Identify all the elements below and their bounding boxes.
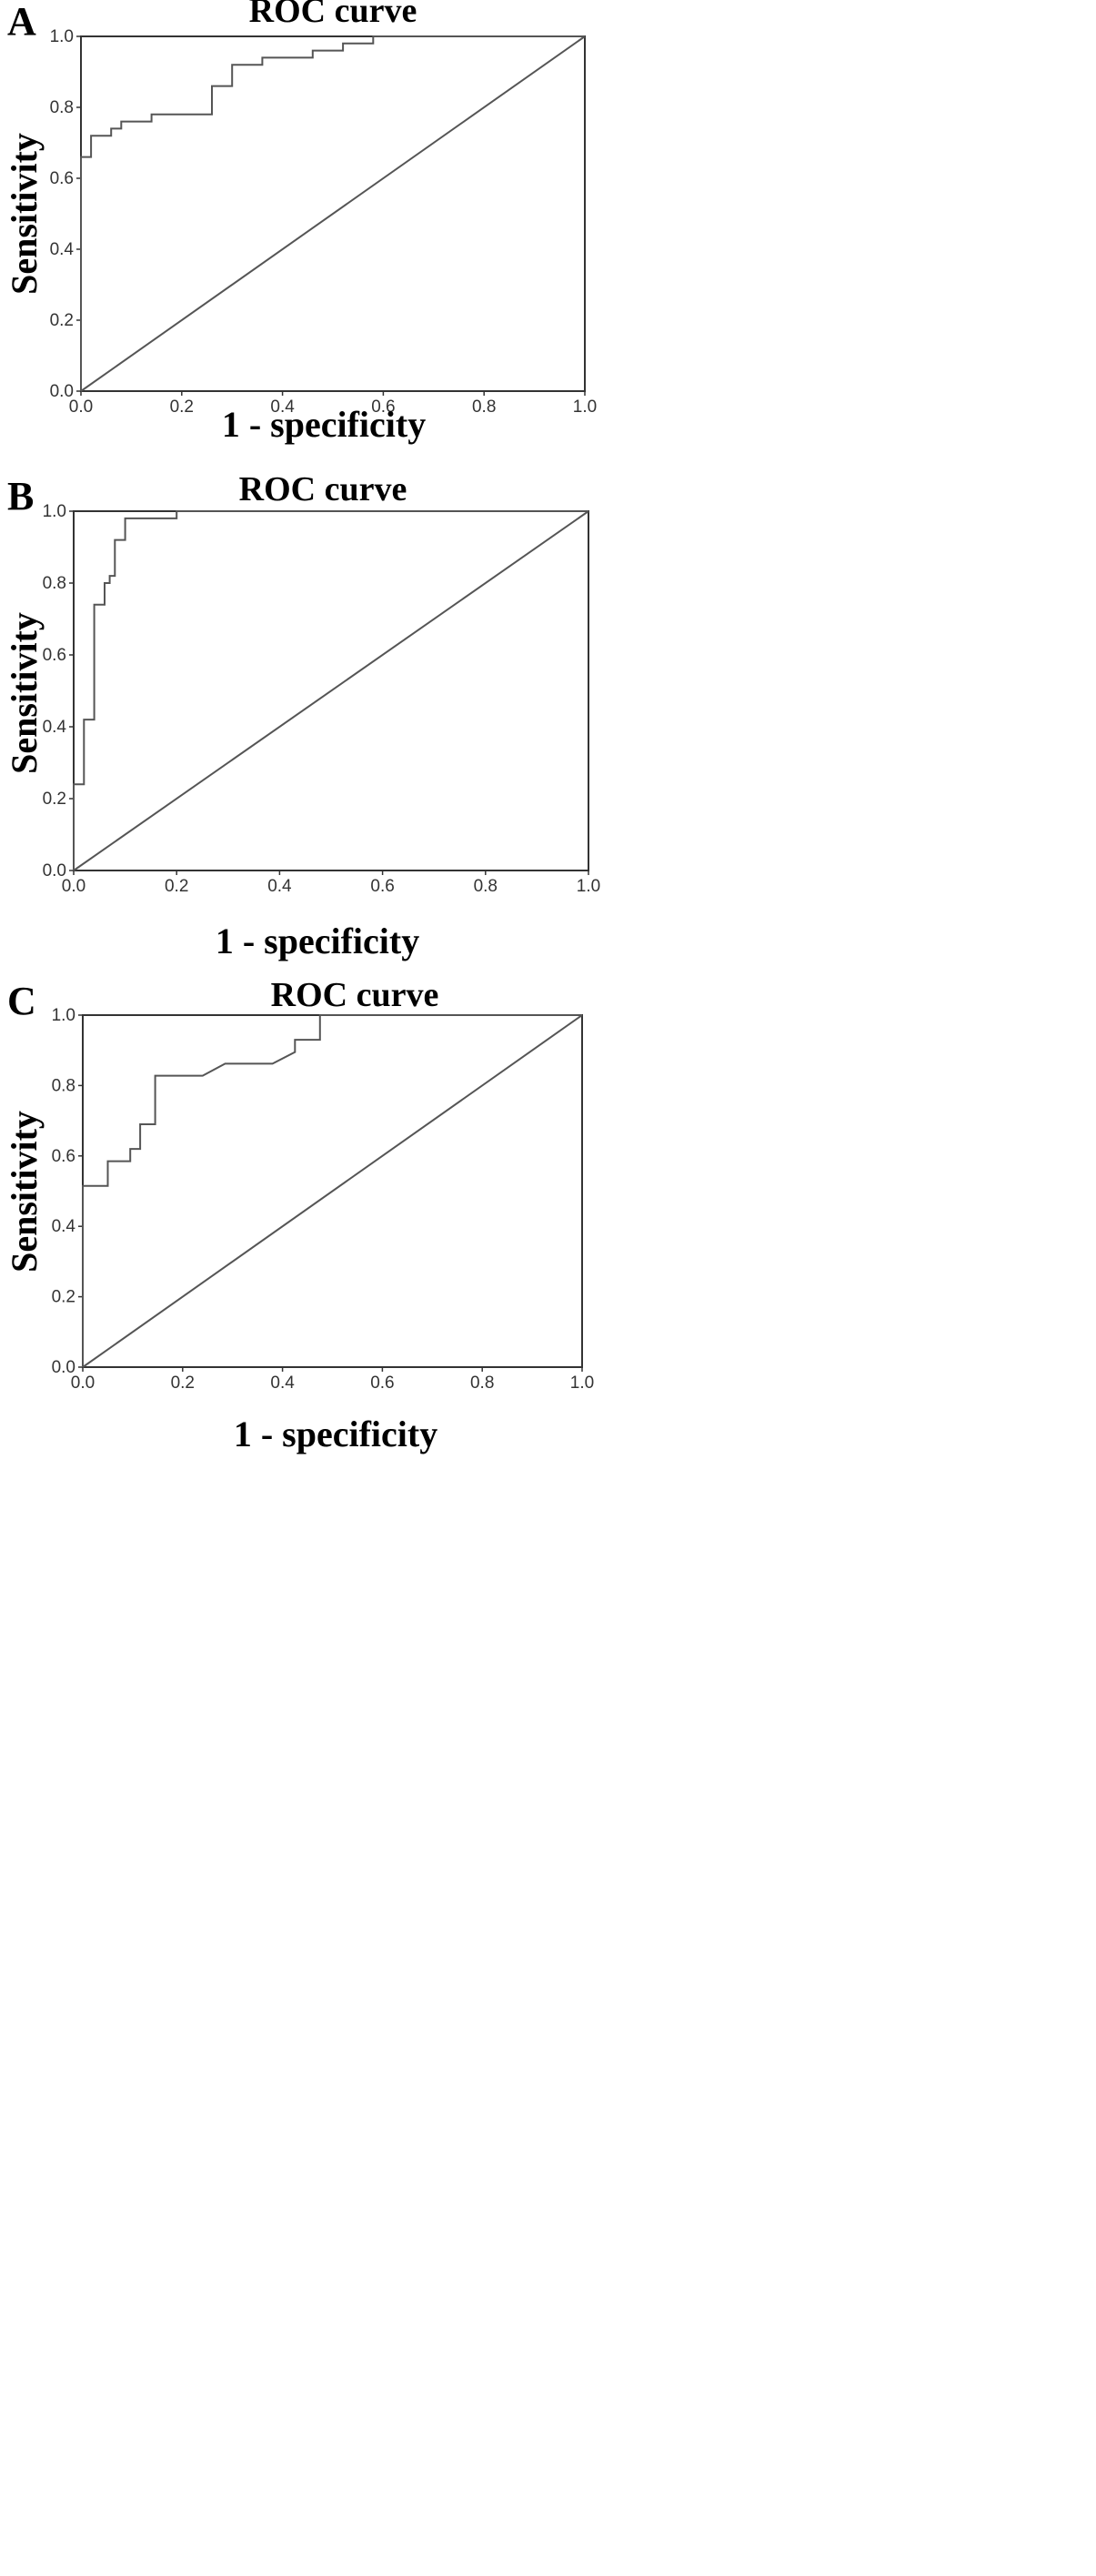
roc-panel-a: A ROC curve 0.0 0.2 0.4 0.6 0.8 1.0 0.0 0.2 0.4 0.6… — [4, 0, 597, 445]
x-tick-label: 0.6 — [370, 877, 394, 896]
y-tick-label: 0.0 — [50, 382, 74, 401]
y-axis-label: Sensitivity — [4, 612, 45, 774]
x-tick-label: 0.2 — [170, 397, 194, 417]
y-tick-label: 0.4 — [43, 718, 67, 737]
y-tick-label: 0.6 — [43, 646, 66, 665]
x-tick-label: 1.0 — [577, 877, 600, 896]
x-tick-label: 0.4 — [270, 397, 295, 417]
x-axis-label: 1 - specificity — [216, 921, 419, 961]
panel-letter: A — [7, 0, 36, 44]
y-axis-label: Sensitivity — [4, 1111, 45, 1273]
x-tick-label: 0.8 — [472, 397, 496, 417]
y-tick-label: 0.4 — [50, 240, 75, 259]
reference-diagonal-line — [80, 35, 586, 392]
y-tick-label: 0.0 — [52, 1358, 75, 1377]
x-tick-label: 0.4 — [270, 1374, 295, 1393]
y-tick-label: 1.0 — [43, 502, 66, 521]
y-tick-label: 0.2 — [50, 311, 74, 330]
reference-diagonal-line — [73, 510, 589, 871]
x-tick-label: 1.0 — [573, 397, 597, 417]
x-tick-label: 0.4 — [267, 877, 292, 896]
x-axis-label: 1 - specificity — [234, 1414, 437, 1454]
chart-title: ROC curve — [249, 0, 417, 30]
x-tick-label: 0.8 — [470, 1374, 494, 1393]
x-tick-label: 0.6 — [370, 1374, 394, 1393]
x-tick-label: 0.0 — [62, 877, 85, 896]
y-tick-label: 0.6 — [52, 1147, 75, 1166]
y-tick-label: 0.4 — [52, 1217, 76, 1236]
chart-title: ROC curve — [271, 976, 439, 1014]
panel-letter: C — [7, 979, 36, 1023]
x-tick-label: 1.0 — [570, 1374, 594, 1393]
x-tick-label: 0.2 — [171, 1374, 195, 1393]
x-tick-label: 0.6 — [371, 397, 395, 417]
y-tick-label: 0.2 — [43, 790, 66, 809]
y-tick-label: 1.0 — [50, 27, 74, 46]
y-tick-label: 0.8 — [43, 574, 66, 593]
y-tick-label: 1.0 — [52, 1006, 75, 1025]
x-tick-label: 0.8 — [474, 877, 498, 896]
chart-title: ROC curve — [239, 470, 407, 508]
panel-letter: B — [7, 474, 34, 518]
roc-panel-c: C ROC curve 0.0 0.2 0.4 0.6 0.8 1.0 0.0 0.2 0.4 0.6… — [4, 976, 594, 1454]
roc-curve-line — [82, 1014, 582, 1367]
x-axis-label: 1 - specificity — [222, 404, 426, 445]
roc-curve-line — [73, 510, 588, 870]
y-tick-label: 0.2 — [52, 1288, 75, 1307]
roc-panel-b: B ROC curve 0.0 0.2 0.4 0.6 0.8 1.0 0.0 0.2 0.4 0.6… — [4, 470, 600, 961]
y-tick-label: 0.8 — [50, 98, 74, 117]
y-axis-label: Sensitivity — [4, 133, 45, 295]
y-tick-label: 0.6 — [50, 169, 74, 188]
y-tick-label: 0.0 — [43, 861, 66, 880]
reference-diagonal-line — [82, 1014, 583, 1368]
x-tick-label: 0.0 — [71, 1374, 95, 1393]
x-tick-label: 0.2 — [165, 877, 188, 896]
y-tick-label: 0.8 — [52, 1076, 75, 1095]
x-tick-label: 0.0 — [69, 397, 93, 417]
roc-curve-line — [80, 35, 585, 391]
